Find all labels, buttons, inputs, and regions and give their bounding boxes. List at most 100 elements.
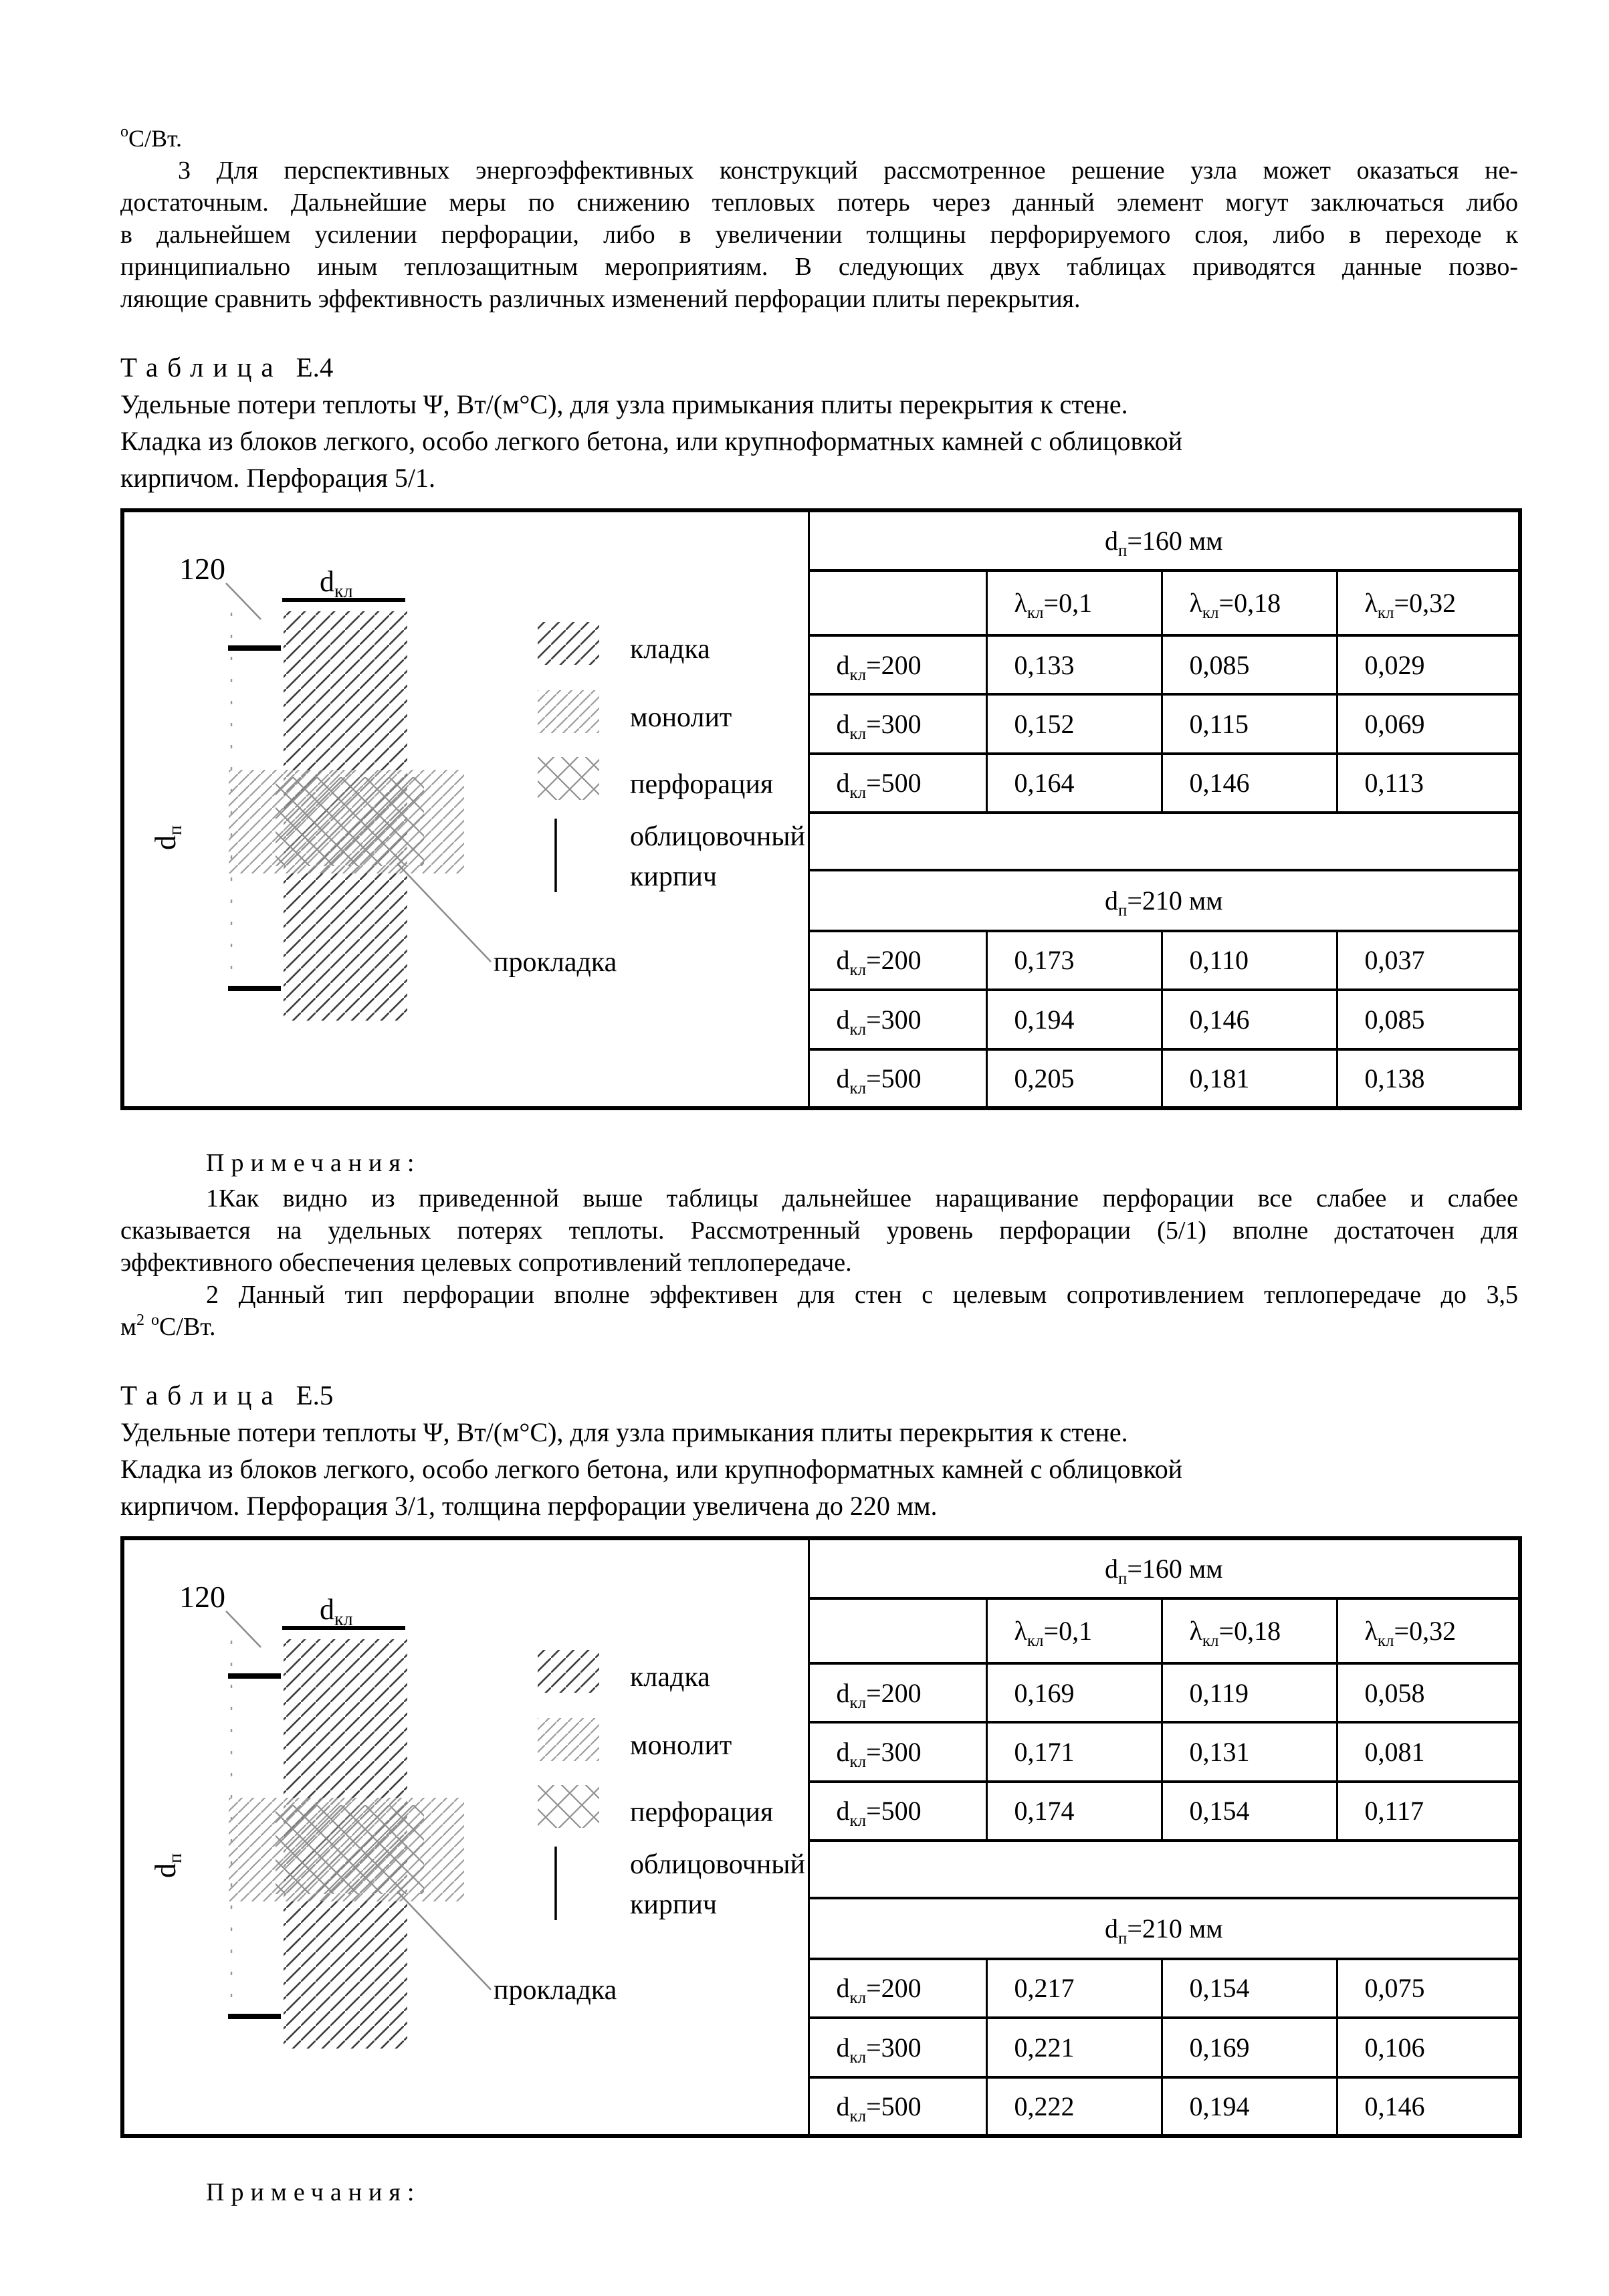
text-line: Кладка из блоков легкого, особо легкого …	[120, 426, 1183, 456]
legend-perforation-swatch	[538, 757, 599, 800]
legend-kladka-label: кладка	[630, 1662, 710, 1693]
text-line: эффективного обеспечения целевых сопроти…	[120, 1249, 852, 1277]
text-line: в дальнейшем усилении перфорации, либо в…	[120, 221, 1518, 249]
heat-loss-value: 0,146	[1364, 2091, 1425, 2121]
lambda-header-row: λкл=0,1 λкл=0,18 λкл=0,32	[122, 569, 1521, 637]
section-header-row: dп=210 мм	[122, 869, 1521, 932]
note-2-line-2: м2 оС/Вт.	[120, 1311, 1518, 1343]
var-subscript: кл	[849, 961, 867, 980]
var-base: d	[836, 1736, 850, 1767]
var-subscript: кл	[849, 724, 867, 743]
var-rest: =500	[866, 1063, 922, 1093]
heat-loss-value: 0,154	[1189, 1973, 1250, 2004]
var-rest: =300	[866, 708, 922, 739]
table-row: dкл=200 0,173 0,110 0,037	[122, 929, 1521, 992]
text-line: Удельные потери теплоты Ψ, Вт/(м°С), для…	[120, 389, 1128, 419]
text-line: принципиально иным теплозащитным меропри…	[120, 253, 1518, 281]
value-cell: 0,181	[1160, 1047, 1338, 1110]
heat-loss-value: 0,119	[1189, 1677, 1249, 1708]
var-subscript: п	[1117, 1570, 1128, 1588]
value-cell: 0,085	[1160, 633, 1338, 696]
var-subscript: п	[165, 1853, 186, 1863]
section-header-row: dп=210 мм	[122, 1897, 1521, 1960]
value-cell: 0,146	[1160, 988, 1338, 1051]
var-base: d	[836, 1973, 850, 2004]
legend-facing-brick-label-1: облицовочный	[630, 1849, 805, 1880]
table-e4-title-number: Е.4	[296, 352, 334, 383]
note-2-line-1: 2 Данный тип перфорации вполне эффективе…	[206, 1281, 1518, 1309]
heat-loss-value: 0,085	[1364, 1004, 1425, 1035]
continuation-line: оС/Вт.	[120, 122, 1518, 154]
junction-diagram: 120 dклdппрокладкакладкамонолитперфорация…	[149, 1580, 805, 2049]
heat-loss-value: 0,194	[1189, 2091, 1250, 2121]
prokladka-label: прокладка	[494, 947, 617, 978]
value-cell: 0,113	[1335, 752, 1521, 814]
perforation-zone	[276, 777, 424, 866]
var-subscript: п	[1117, 542, 1128, 560]
var-subscript: кл	[849, 2107, 867, 2125]
row-label-cell: dкл=500	[807, 1780, 988, 1842]
note-2: 2 Данный тип перфорации вполне эффективе…	[120, 1279, 1518, 1343]
var-base: λ	[1189, 1616, 1202, 1647]
var-rest: =160 мм	[1127, 526, 1223, 556]
var-base: d	[149, 1863, 182, 1878]
var-rest: =500	[866, 1796, 922, 1827]
value-cell: 0,119	[1160, 1661, 1338, 1724]
var-base: λ	[1189, 588, 1202, 619]
lambda-header-cell: λкл=0,1	[985, 569, 1163, 637]
heat-loss-value: 0,152	[1014, 708, 1075, 739]
value-cell: 0,075	[1335, 1957, 1521, 2020]
row-label-cell: dкл=300	[807, 988, 988, 1051]
note-1: 1Как видно из приведенной выше таблицы д…	[120, 1182, 1518, 1279]
heat-loss-value: 0,174	[1014, 1796, 1075, 1827]
value-cell: 0,152	[985, 693, 1163, 755]
table-e4-description: Удельные потери теплоты Ψ, Вт/(м°С), для…	[120, 386, 1518, 496]
table-row: dкл=500 0,205 0,181 0,138	[122, 1047, 1521, 1110]
intro-paragraph: 3 Для перспективных энергоэффективных ко…	[120, 154, 1518, 315]
var-base: d	[836, 1796, 850, 1827]
value-cell: 0,133	[985, 633, 1163, 696]
masonry-wall-upper	[284, 1639, 407, 1798]
row-label-cell: dкл=500	[807, 752, 988, 814]
spacer-row	[122, 1839, 1521, 1900]
heat-loss-value: 0,037	[1364, 945, 1425, 976]
lambda-header-cell: λкл=0,32	[1335, 1597, 1521, 1665]
var-base: λ	[1014, 588, 1027, 619]
var-rest: =500	[866, 2091, 922, 2121]
var-rest: =200	[866, 1677, 922, 1708]
heat-loss-value: 0,169	[1189, 2032, 1250, 2063]
lambda-header-cell: λкл=0,1	[985, 1597, 1163, 1665]
unit-rest: С/Вт.	[159, 1313, 216, 1341]
empty-corner-cell	[807, 569, 988, 637]
table-e5-title-number: Е.5	[296, 1380, 334, 1411]
var-subscript: кл	[849, 1812, 867, 1831]
var-rest: =210 мм	[1127, 885, 1223, 916]
legend-kladka-swatch	[538, 622, 599, 665]
var-rest: =0,1	[1043, 588, 1093, 619]
section-header-row: 120 dкл dп прокладка кладка монолит перфорация…	[121, 508, 1521, 1110]
spacer-cell	[807, 1839, 1521, 1900]
table-e4: 120 dкл dп прокладка кладка монолит перфорация…	[120, 508, 1523, 1110]
var-base: d	[836, 945, 850, 976]
value-cell: 0,081	[1335, 1721, 1521, 1783]
var-rest: =300	[866, 2032, 922, 2063]
table-row: dкл=300 0,152 0,115 0,069	[122, 693, 1521, 755]
value-cell: 0,171	[985, 1721, 1163, 1783]
var-subscript: п	[165, 825, 186, 835]
value-cell: 0,174	[985, 1780, 1163, 1842]
var-base: d	[1104, 885, 1118, 916]
legend-monolit-swatch	[538, 1718, 599, 1761]
var-subscript: кл	[849, 1020, 867, 1039]
var-base: d	[320, 565, 334, 598]
plate-thickness-header-cell: dп=210 мм	[807, 1897, 1521, 1960]
heat-loss-value: 0,131	[1189, 1736, 1250, 1767]
value-cell: 0,117	[1335, 1780, 1521, 1842]
var-base: d	[1104, 526, 1118, 556]
row-label-cell: dкл=200	[807, 1957, 988, 2020]
var-rest: =300	[866, 1004, 922, 1035]
heat-loss-value: 0,058	[1364, 1677, 1425, 1708]
legend-facing-brick-label-2: кирпич	[630, 861, 717, 892]
text-line: Кладка из блоков легкого, особо легкого …	[120, 1454, 1183, 1484]
junction-diagram-cell: 120 dкл dп прокладка кладка монолит перфорация…	[121, 509, 810, 1110]
